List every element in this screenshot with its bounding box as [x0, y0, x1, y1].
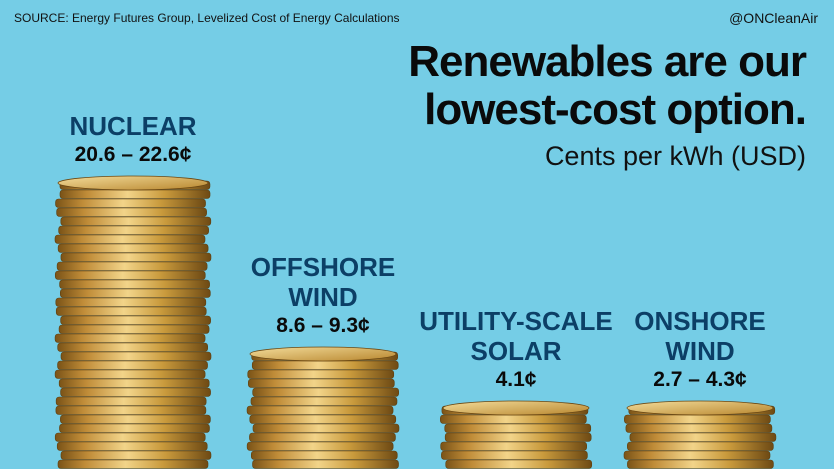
coin: [60, 315, 211, 325]
coin: [60, 450, 212, 460]
coin: [248, 378, 395, 388]
coin-stack-offshore-wind: [246, 346, 400, 469]
coin: [440, 441, 587, 451]
category-label: UTILITY-SCALE SOLAR: [406, 306, 626, 366]
coin: [56, 441, 208, 451]
coin: [250, 450, 398, 460]
coin-stack-top: [57, 175, 209, 191]
coin: [249, 414, 397, 424]
coin-stack-top: [626, 400, 774, 416]
category-label-line: OFFSHORE: [250, 252, 396, 282]
coin: [625, 423, 773, 433]
coin: [251, 360, 399, 370]
coin: [60, 252, 212, 262]
coin: [60, 414, 211, 424]
coin: [627, 441, 774, 451]
coin: [60, 387, 211, 397]
coin: [440, 414, 587, 424]
coin: [57, 342, 208, 352]
category-label-line: UTILITY-SCALE: [419, 306, 613, 336]
coin: [444, 432, 592, 442]
value-label: 8.6 – 9.3¢: [276, 314, 370, 337]
coin: [623, 450, 771, 460]
coin: [55, 297, 207, 307]
coin: [627, 459, 774, 469]
value-label: 4.1¢: [495, 368, 537, 391]
coin: [247, 369, 395, 379]
coin: [60, 351, 212, 361]
category-label-line: NUCLEAR: [69, 111, 197, 141]
coin: [54, 270, 206, 280]
coin: [252, 459, 399, 469]
coin: [252, 387, 399, 397]
coin: [59, 279, 210, 289]
coin: [246, 405, 394, 415]
category-label-line: SOLAR: [470, 336, 562, 366]
coin: [249, 432, 396, 442]
coin: [59, 189, 211, 199]
coin: [57, 243, 209, 253]
coin: [444, 423, 592, 433]
coin: [57, 459, 209, 469]
category-label-line: WIND: [288, 282, 358, 312]
coin: [58, 225, 209, 235]
twitter-handle: @ONCleanAir: [729, 10, 818, 26]
value-label: 20.6 – 22.6¢: [74, 143, 192, 166]
coin: [60, 288, 211, 298]
coin: [441, 450, 588, 460]
coin: [445, 459, 593, 469]
coin: [56, 261, 208, 271]
coin: [55, 198, 206, 208]
coin: [56, 207, 207, 217]
coin: [629, 432, 777, 442]
coin: [250, 396, 398, 406]
coin: [58, 378, 210, 388]
category-label-line: ONSHORE: [634, 306, 766, 336]
coin-stack-utility-scale-solar: [440, 400, 593, 469]
category-label: NUCLEAR: [23, 111, 243, 141]
coin-stack-top: [442, 400, 590, 416]
coin: [252, 423, 400, 433]
coin: [60, 216, 212, 226]
coin-stack-nuclear: [54, 175, 212, 469]
category-label-line: WIND: [665, 336, 735, 366]
coin-stack-onshore-wind: [623, 400, 777, 469]
category-label: OFFSHORE WIND: [213, 252, 433, 312]
coin: [54, 333, 206, 343]
chart-subtitle: Cents per kWh (USD): [544, 141, 806, 171]
coin: [624, 414, 771, 424]
coin: [54, 432, 206, 442]
coin: [55, 405, 207, 415]
coin: [57, 360, 208, 370]
coin: [55, 396, 207, 406]
coin-stack-top: [249, 346, 397, 362]
coin: [54, 234, 206, 244]
coin: [58, 324, 210, 334]
chart-title: Renewables are our lowest-cost option.: [408, 37, 807, 134]
category-label: ONSHORE WIND: [590, 306, 810, 366]
coin: [246, 441, 394, 451]
value-label: 2.7 – 4.3¢: [653, 368, 747, 391]
coin: [59, 423, 210, 433]
coin: [55, 306, 207, 316]
coin: [54, 369, 206, 379]
source-note: SOURCE: Energy Futures Group, Levelized …: [14, 11, 400, 25]
